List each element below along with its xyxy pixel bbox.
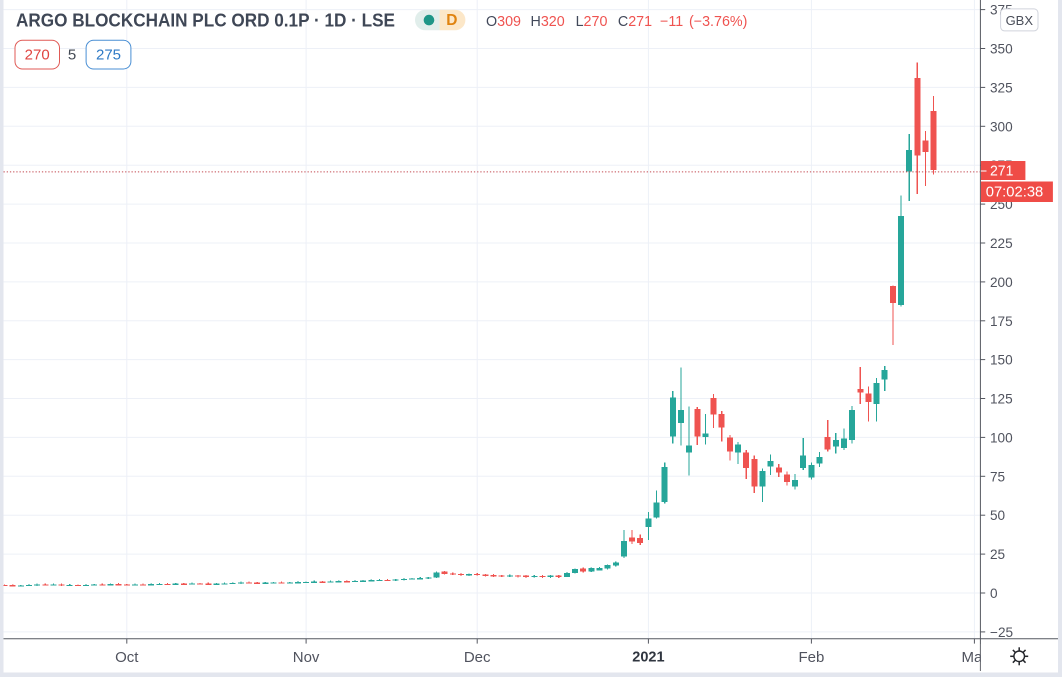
svg-text:175: 175 bbox=[990, 314, 1013, 329]
svg-text:325: 325 bbox=[990, 80, 1013, 95]
svg-text:100: 100 bbox=[990, 430, 1013, 445]
svg-text:ARGO BLOCKCHAIN PLC ORD 0.1P ·: ARGO BLOCKCHAIN PLC ORD 0.1P · 1D · LSE bbox=[16, 10, 395, 31]
svg-text:225: 225 bbox=[990, 236, 1013, 251]
svg-text:2021: 2021 bbox=[632, 649, 664, 665]
svg-text:Oct: Oct bbox=[115, 649, 139, 666]
svg-text:Dec: Dec bbox=[464, 649, 491, 666]
svg-text:0: 0 bbox=[990, 586, 998, 601]
svg-text:D: D bbox=[446, 12, 457, 29]
svg-text:GBX: GBX bbox=[1006, 13, 1034, 28]
svg-text:275: 275 bbox=[96, 47, 121, 64]
svg-text:07:02:38: 07:02:38 bbox=[986, 184, 1044, 201]
svg-text:271: 271 bbox=[990, 162, 1014, 179]
svg-text:Nov: Nov bbox=[293, 649, 320, 666]
svg-text:270: 270 bbox=[25, 47, 50, 64]
svg-text:25: 25 bbox=[990, 547, 1005, 562]
svg-text:150: 150 bbox=[990, 353, 1013, 368]
svg-text:50: 50 bbox=[990, 508, 1006, 523]
svg-text:350: 350 bbox=[990, 42, 1013, 57]
svg-text:5: 5 bbox=[68, 47, 76, 64]
svg-text:−25: −25 bbox=[990, 625, 1013, 640]
svg-text:125: 125 bbox=[990, 392, 1013, 407]
svg-text:300: 300 bbox=[990, 119, 1013, 134]
svg-text:200: 200 bbox=[990, 275, 1013, 290]
svg-text:Feb: Feb bbox=[798, 649, 824, 666]
svg-text:75: 75 bbox=[990, 469, 1005, 484]
svg-text:Mar: Mar bbox=[961, 649, 987, 666]
